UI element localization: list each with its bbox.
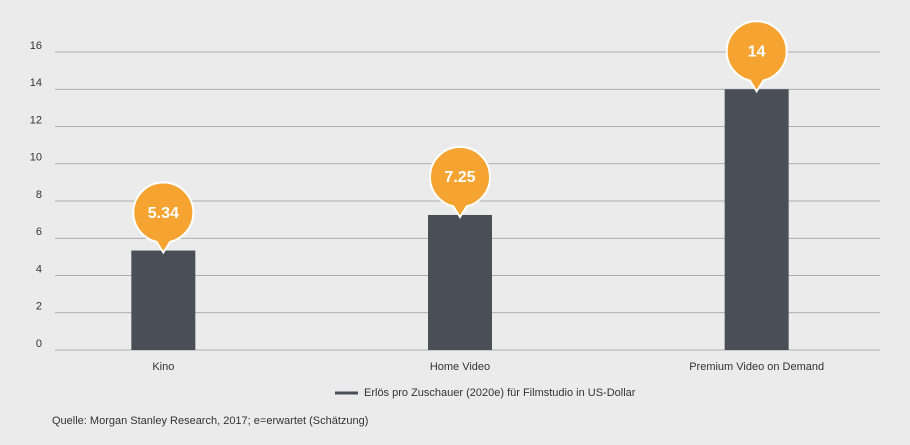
x-tick-label: Home Video (430, 361, 490, 373)
bar (724, 89, 789, 350)
y-tick-label: 10 (30, 152, 42, 164)
x-tick-label: Kino (152, 361, 174, 373)
source-note: Quelle: Morgan Stanley Research, 2017; e… (52, 415, 368, 427)
y-tick-label: 12 (30, 114, 42, 126)
data-label-bubble: 14 (725, 20, 788, 94)
x-tick-label: Premium Video on Demand (689, 361, 824, 373)
data-label-bubble: 7.25 (429, 145, 491, 219)
bubble-joint (154, 236, 173, 251)
data-label: 5.34 (148, 205, 179, 222)
y-tick-label: 4 (36, 263, 42, 275)
bar (131, 250, 196, 350)
y-tick-label: 8 (36, 189, 42, 201)
bubble-joint (747, 75, 766, 90)
y-tick-label: 14 (30, 77, 42, 89)
y-tick-label: 0 (36, 338, 42, 350)
data-label-bubble: 5.34 (132, 181, 195, 255)
bubble-joint (451, 200, 469, 215)
data-label: 14 (748, 43, 766, 60)
bar (428, 214, 492, 350)
y-tick-label: 2 (36, 301, 42, 313)
data-label: 7.25 (444, 169, 475, 186)
y-tick-label: 16 (30, 40, 42, 52)
y-tick-label: 6 (36, 226, 42, 238)
legend-label: Erlös pro Zuschauer (2020e) für Filmstud… (364, 387, 636, 399)
